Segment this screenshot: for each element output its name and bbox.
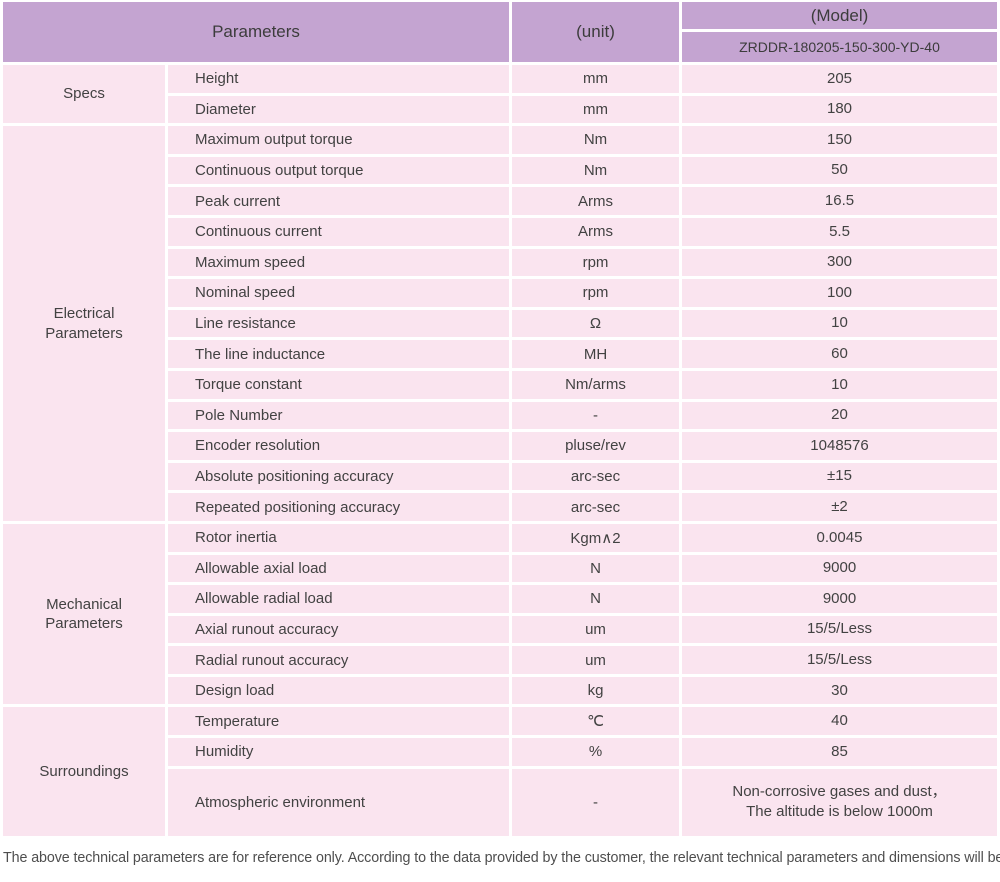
section-label-mechanical-parameters: Mechanical Parameters (3, 523, 165, 705)
value-cell: 60 (682, 340, 997, 368)
unit-cell: rpm (512, 279, 679, 307)
param-cell: Rotor inertia (168, 523, 509, 552)
param-cell: Temperature (168, 707, 509, 736)
value-cell: 180 (682, 95, 997, 124)
value-cell: 50 (682, 156, 997, 185)
unit-cell: Nm (512, 156, 679, 185)
value-cell: 15/5/Less (682, 646, 997, 674)
value-cell: 5.5 (682, 217, 997, 246)
param-cell: Torque constant (168, 370, 509, 399)
unit-cell: mm (512, 95, 679, 124)
value-cell: 150 (682, 126, 997, 154)
model-number: ZRDDR-180205-150-300-YD-40 (682, 32, 997, 62)
unit-cell: Arms (512, 187, 679, 215)
unit-cell: Arms (512, 217, 679, 246)
param-cell: Continuous current (168, 217, 509, 246)
unit-cell: Nm/arms (512, 370, 679, 399)
section-label-specs: Specs (3, 65, 165, 124)
parameters-column-header: Parameters (3, 2, 509, 62)
section-label-electrical-parameters: Electrical Parameters (3, 126, 165, 521)
param-cell: Height (168, 65, 509, 93)
value-cell: 20 (682, 401, 997, 430)
param-cell: Maximum speed (168, 248, 509, 277)
param-cell: The line inductance (168, 340, 509, 368)
unit-cell: kg (512, 676, 679, 705)
value-cell: 10 (682, 370, 997, 399)
unit-cell: N (512, 554, 679, 583)
value-cell: 16.5 (682, 187, 997, 215)
value-cell: 205 (682, 65, 997, 93)
param-cell: Repeated positioning accuracy (168, 493, 509, 521)
value-cell: ±2 (682, 493, 997, 521)
value-cell: 30 (682, 676, 997, 705)
param-cell: Line resistance (168, 309, 509, 338)
value-cell: 85 (682, 738, 997, 766)
section-label-surroundings: Surroundings (3, 707, 165, 836)
unit-cell: pluse/rev (512, 432, 679, 460)
value-cell: 10 (682, 309, 997, 338)
param-cell: Continuous output torque (168, 156, 509, 185)
value-cell: 15/5/Less (682, 615, 997, 644)
value-cell: 9000 (682, 554, 997, 583)
unit-cell: um (512, 646, 679, 674)
value-cell: 300 (682, 248, 997, 277)
value-cell: 9000 (682, 585, 997, 613)
param-cell: Encoder resolution (168, 432, 509, 460)
value-cell: ±15 (682, 462, 997, 491)
unit-cell: % (512, 738, 679, 766)
param-cell: Atmospheric environment (168, 768, 509, 836)
unit-cell: - (512, 401, 679, 430)
param-cell: Humidity (168, 738, 509, 766)
value-cell: 40 (682, 707, 997, 736)
param-cell: Peak current (168, 187, 509, 215)
param-cell: Pole Number (168, 401, 509, 430)
unit-cell: Ω (512, 309, 679, 338)
unit-cell: arc-sec (512, 462, 679, 491)
param-cell: Allowable radial load (168, 585, 509, 613)
unit-cell: mm (512, 65, 679, 93)
model-column-header: (Model) (682, 2, 997, 29)
param-cell: Axial runout accuracy (168, 615, 509, 644)
unit-cell: arc-sec (512, 493, 679, 521)
unit-cell: Nm (512, 126, 679, 154)
param-cell: Radial runout accuracy (168, 646, 509, 674)
value-cell: 100 (682, 279, 997, 307)
value-cell: Non-corrosive gases and dust， The altitu… (682, 768, 997, 836)
param-cell: Nominal speed (168, 279, 509, 307)
param-cell: Absolute positioning accuracy (168, 462, 509, 491)
unit-cell: rpm (512, 248, 679, 277)
spec-table: Parameters (unit) (Model) ZRDDR-180205-1… (3, 2, 997, 836)
param-cell: Allowable axial load (168, 554, 509, 583)
param-cell: Maximum output torque (168, 126, 509, 154)
unit-cell: N (512, 585, 679, 613)
value-cell: 0.0045 (682, 523, 997, 552)
unit-cell: - (512, 768, 679, 836)
footer-disclaimer: The above technical parameters are for r… (3, 849, 1000, 866)
value-cell: 1048576 (682, 432, 997, 460)
param-cell: Design load (168, 676, 509, 705)
unit-cell: Kgm∧2 (512, 523, 679, 552)
unit-column-header: (unit) (512, 2, 679, 62)
unit-cell: MH (512, 340, 679, 368)
unit-cell: ℃ (512, 707, 679, 736)
unit-cell: um (512, 615, 679, 644)
param-cell: Diameter (168, 95, 509, 124)
